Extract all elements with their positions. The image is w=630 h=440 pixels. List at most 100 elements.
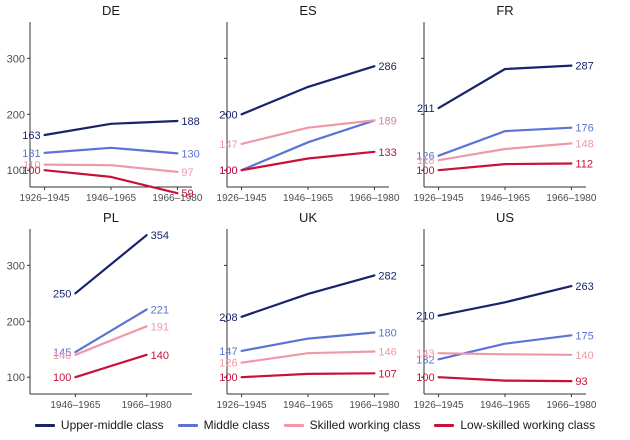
- series-line-upper-middle-class: [240, 274, 376, 318]
- data-label-end-low-skilled-working-class: 59: [181, 188, 193, 200]
- series-line-skilled-working-class: [43, 163, 179, 173]
- data-label-start-middle-class: 131: [22, 148, 40, 160]
- data-label-start-upper-middle-class: 210: [416, 311, 434, 323]
- series-line-skilled-working-class: [74, 325, 148, 356]
- data-label-start-middle-class: 147: [219, 346, 237, 358]
- data-label-end-upper-middle-class: 287: [575, 61, 593, 73]
- series-line-middle-class: [74, 308, 148, 354]
- panel-pl: PL 100 200 300 1946–1965 1966–1980 250 354 145 22…: [7, 210, 192, 411]
- legend-label: Middle class: [203, 418, 270, 432]
- data-label-end-middle-class: 175: [575, 330, 593, 342]
- data-label-end-skilled-working-class: 189: [378, 115, 396, 127]
- data-label-end-middle-class: 176: [575, 123, 593, 135]
- data-label-start-low-skilled-working-class: 100: [219, 372, 237, 384]
- y-tick-label: 100: [7, 165, 25, 177]
- legend-label: Low-skilled working class: [460, 418, 596, 432]
- x-tick-label: 1926–1945: [20, 193, 70, 204]
- data-label-start-upper-middle-class: 200: [219, 109, 237, 121]
- data-label-start-skilled-working-class: 118: [417, 155, 435, 167]
- panel-uk: UK 1926–1945 1946–1965 1966–1980 208 282 147 18…: [217, 210, 400, 411]
- data-label-end-low-skilled-working-class: 93: [575, 376, 587, 388]
- panel-es: ES 1926–1945 1946–1965 1966–1980 200 286 100 18…: [217, 3, 400, 204]
- series-line-upper-middle-class: [437, 285, 573, 317]
- legend-swatch: [283, 423, 304, 427]
- x-tick-label: 1946–1965: [480, 400, 530, 411]
- data-label-end-upper-middle-class: 354: [151, 230, 169, 242]
- x-tick-label: 1926–1945: [414, 193, 464, 204]
- x-tick-label: 1966–1980: [152, 193, 202, 204]
- legend-swatch: [34, 423, 55, 427]
- data-label-start-upper-middle-class: 250: [53, 288, 71, 300]
- series-line-low-skilled-working-class: [437, 162, 573, 172]
- data-label-end-upper-middle-class: 282: [378, 270, 396, 282]
- data-label-start-low-skilled-working-class: 100: [53, 372, 71, 384]
- data-label-start-skilled-working-class: 140: [53, 350, 71, 362]
- series-line-upper-middle-class: [43, 119, 179, 137]
- y-tick-label: 200: [7, 109, 25, 121]
- data-label-start-middle-class: 145: [53, 347, 71, 359]
- data-label-start-upper-middle-class: 211: [417, 103, 435, 115]
- data-label-start-low-skilled-working-class: 100: [416, 165, 434, 177]
- legend-item-skilled-working-class: Skilled working class: [283, 418, 421, 432]
- data-label-end-low-skilled-working-class: 140: [151, 350, 169, 362]
- data-label-end-middle-class: 189: [378, 115, 396, 127]
- panel-title-pl: PL: [103, 210, 119, 225]
- legend-label: Upper-middle class: [60, 418, 164, 432]
- x-tick-label: 1946–1965: [283, 400, 333, 411]
- series-line-low-skilled-working-class: [74, 353, 148, 379]
- chart-legend: Upper-middle class Middle class Skilled wo…: [0, 414, 630, 436]
- data-label-start-skilled-working-class: 147: [219, 139, 237, 151]
- data-label-end-middle-class: 180: [378, 327, 396, 339]
- series-line-skilled-working-class: [437, 142, 573, 162]
- data-label-end-upper-middle-class: 263: [575, 281, 593, 293]
- series-line-low-skilled-working-class: [43, 169, 179, 195]
- series-line-low-skilled-working-class: [240, 372, 376, 379]
- y-tick-label: 300: [7, 53, 25, 65]
- panel-us: US 1926–1945 1946–1965 1966–1980 210 263 132 17…: [414, 210, 597, 411]
- series-line-skilled-working-class: [240, 119, 376, 145]
- data-label-end-upper-middle-class: 286: [378, 61, 396, 73]
- data-label-start-middle-class: 100: [219, 165, 237, 177]
- legend-item-middle-class: Middle class: [177, 418, 270, 432]
- panel-fr: FR 1926–1945 1946–1965 1966–1980 211 287 126 17…: [414, 3, 597, 204]
- x-tick-label: 1966–1980: [122, 400, 172, 411]
- data-label-end-low-skilled-working-class: 112: [575, 159, 593, 171]
- data-label-end-skilled-working-class: 146: [378, 346, 396, 358]
- series-line-upper-middle-class: [437, 64, 573, 110]
- panel-title-fr: FR: [496, 3, 513, 18]
- data-label-start-skilled-working-class: 143: [416, 348, 434, 360]
- series-line-middle-class: [437, 126, 573, 157]
- series-line-upper-middle-class: [240, 65, 376, 116]
- x-tick-label: 1926–1945: [217, 400, 267, 411]
- y-tick-label: 100: [7, 372, 25, 384]
- x-tick-label: 1926–1945: [414, 400, 464, 411]
- panel-title-de: DE: [102, 3, 120, 18]
- data-label-end-skilled-working-class: 97: [181, 167, 193, 179]
- data-label-end-skilled-working-class: 191: [151, 321, 169, 333]
- series-line-low-skilled-working-class: [240, 150, 376, 172]
- series-line-skilled-working-class: [240, 350, 376, 364]
- data-label-end-upper-middle-class: 188: [181, 116, 199, 128]
- x-tick-label: 1946–1965: [50, 400, 100, 411]
- data-label-start-low-skilled-working-class: 100: [416, 372, 434, 384]
- series-line-low-skilled-working-class: [437, 376, 573, 383]
- x-tick-label: 1966–1980: [349, 400, 399, 411]
- data-label-start-skilled-working-class: 126: [219, 358, 237, 370]
- series-line-middle-class: [43, 146, 179, 155]
- data-label-end-skilled-working-class: 140: [575, 350, 593, 362]
- x-tick-label: 1966–1980: [546, 400, 596, 411]
- data-label-end-low-skilled-working-class: 107: [378, 368, 396, 380]
- x-tick-label: 1966–1980: [349, 193, 399, 204]
- data-label-start-upper-middle-class: 163: [22, 130, 40, 142]
- data-label-start-low-skilled-working-class: 100: [22, 165, 40, 177]
- legend-label: Skilled working class: [309, 418, 421, 432]
- data-label-end-skilled-working-class: 148: [575, 138, 593, 150]
- x-tick-label: 1966–1980: [546, 193, 596, 204]
- data-label-start-upper-middle-class: 208: [219, 312, 237, 324]
- legend-swatch: [177, 423, 198, 427]
- y-tick-label: 200: [7, 316, 25, 328]
- y-tick-label: 300: [7, 260, 25, 272]
- data-label-start-middle-class: 126: [416, 151, 434, 163]
- series-line-middle-class: [240, 331, 376, 352]
